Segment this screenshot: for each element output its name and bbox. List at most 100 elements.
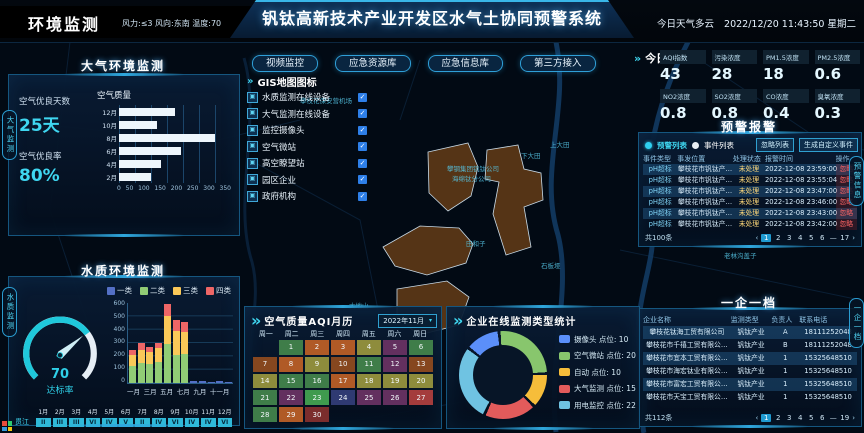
side-tab-air-monitor[interactable]: 大气监测: [2, 110, 17, 160]
alarm-row[interactable]: pH超标 攀枝花市钒钛产… 未处理 2022-12-08 23:46:00 忽略: [643, 197, 857, 208]
enterprise-row[interactable]: 攀枝花市宜本工贸有限公… 钒钛产业 1 15325648510: [643, 352, 857, 365]
next-page-icon[interactable]: ›: [852, 234, 855, 242]
cell-action[interactable]: 忽略: [835, 186, 857, 197]
gis-layer-item[interactable]: ▣ 园区企业 ✓: [247, 172, 367, 189]
top-button-3[interactable]: 应急信息库: [427, 55, 504, 72]
bar-category-label: 2月: [106, 173, 117, 182]
river-grade-cell: IV: [201, 417, 216, 427]
cell: 钒钛产业: [737, 328, 765, 336]
bar-segment: [128, 355, 136, 366]
cell-action[interactable]: 忽略: [835, 197, 857, 208]
custom-event-button[interactable]: 生成自定义事件: [799, 138, 858, 152]
layer-checkbox[interactable]: ✓: [358, 158, 367, 168]
top-button-1[interactable]: 视频监控: [252, 55, 319, 72]
alarm-row[interactable]: pH超标 攀枝花市钒钛产… 未处理 2022-12-08 23:59:00 忽略: [643, 164, 857, 175]
page-number[interactable]: —: [829, 234, 837, 242]
legend-swatch: [559, 351, 570, 360]
page-number[interactable]: 6: [820, 234, 825, 242]
gis-layer-item[interactable]: ▣ 大气监测在线设备 ✓: [247, 106, 367, 123]
enterprise-row[interactable]: 攀枝花钛海工贸有限公司 钒钛产业 A 18111252048: [643, 326, 857, 339]
page-number[interactable]: 2: [776, 414, 781, 422]
gis-layer-item[interactable]: ▣ 水质监测在线设备 ✓: [247, 89, 367, 106]
water-x-axis: 一月 三月 五月 七月 九月 十一月: [127, 386, 233, 396]
page-number[interactable]: 1: [761, 234, 772, 242]
page-number[interactable]: 6: [820, 414, 825, 422]
layer-checkbox[interactable]: ✓: [358, 191, 367, 201]
prev-page-icon[interactable]: ‹: [755, 414, 759, 422]
top-button-2[interactable]: 应急资源库: [335, 55, 411, 72]
bar-segment: [146, 364, 154, 383]
stat-label: 污染浓度: [711, 50, 757, 64]
page-number[interactable]: 4: [798, 234, 803, 242]
enterprise-row[interactable]: 攀枝花市天宝工贸有限公… 钒钛产业 1 15325648510: [643, 391, 857, 404]
legend-swatch: [559, 401, 570, 410]
alarm-table-rows: pH超标 攀枝花市钒钛产… 未处理 2022-12-08 23:59:00 忽略 pH超标…: [643, 164, 857, 230]
air-stat: NO2浓度 0.8: [660, 89, 706, 122]
river-month-labels: 1月 2月 3月 4月 5月 6月 7月 8月 9月 10月 11月 12月: [35, 407, 233, 416]
stat-value: 18: [763, 65, 784, 83]
prev-page-icon[interactable]: ‹: [755, 234, 759, 242]
alarm-row[interactable]: pH超标 攀枝花市钒钛产… 未处理 2022-12-08 23:47:00 忽略: [643, 186, 857, 197]
stacked-bar: [155, 343, 163, 383]
enterprise-row[interactable]: 攀枝花市海宏钛业有限公… 钒钛产业 1 15325648510: [643, 365, 857, 378]
taskbar-app-icon[interactable]: [2, 421, 12, 431]
layer-checkbox[interactable]: ✓: [358, 142, 367, 152]
layer-checkbox[interactable]: ✓: [358, 109, 367, 119]
air-good-stats: 空气优良天数 25天 空气优良率 80%: [19, 95, 95, 200]
gis-layer-item[interactable]: ▣ 空气微站 ✓: [247, 139, 367, 156]
layer-checkbox[interactable]: ✓: [358, 125, 367, 135]
page-number[interactable]: 5: [809, 414, 814, 422]
alarm-row[interactable]: pH超标 攀枝花市钒钛产… 未处理 2022-12-08 23:55:04 忽略: [643, 175, 857, 186]
gis-layer-item[interactable]: ▣ 高空瞭望站 ✓: [247, 155, 367, 172]
bar-segment: [146, 347, 154, 353]
stat-value: 0.8: [711, 104, 739, 122]
page-number[interactable]: 3: [787, 414, 792, 422]
gis-layer-item[interactable]: ▣ 政府机构 ✓: [247, 188, 367, 205]
layer-checkbox[interactable]: ✓: [358, 92, 367, 102]
page-number[interactable]: 5: [809, 234, 814, 242]
enterprise-row[interactable]: 攀枝花市富宏工贸有限公… 钒钛产业 1 15325648510: [643, 378, 857, 391]
next-page-icon[interactable]: ›: [852, 414, 855, 422]
radio-selected-icon[interactable]: [645, 141, 652, 149]
river-month: 2月: [54, 409, 65, 416]
cell-action[interactable]: 忽略: [835, 219, 857, 230]
radio-unselected-icon[interactable]: [692, 141, 699, 149]
side-tab-alert-info[interactable]: 预警信息: [849, 156, 864, 206]
air-bar-row: 6月: [97, 144, 231, 157]
tab-event-list[interactable]: 事件列表: [704, 140, 734, 150]
cell-action[interactable]: 忽略: [835, 164, 857, 175]
tab-warning-list[interactable]: 预警列表: [657, 140, 687, 150]
air-bar-row: 12月: [97, 105, 231, 118]
cell: 15325648510: [804, 354, 852, 362]
page-number[interactable]: 19: [840, 414, 850, 422]
month-select[interactable]: 2022年11月 ▾: [378, 313, 437, 328]
ignore-list-button[interactable]: 忽略列表: [756, 138, 794, 152]
page-number[interactable]: —: [829, 414, 837, 422]
y-tick: 0: [121, 376, 125, 384]
river-grade-cell: IV: [102, 417, 117, 427]
cell-action[interactable]: 忽略: [835, 208, 857, 219]
alarm-row[interactable]: pH超标 攀枝花市钒钛产… 未处理 2022-12-08 23:42:00 忽略: [643, 219, 857, 230]
cell-action[interactable]: 忽略: [835, 175, 857, 186]
page-number[interactable]: 1: [761, 414, 772, 422]
top-button-4[interactable]: 第三方接入: [520, 55, 596, 72]
page-number[interactable]: 4: [798, 414, 803, 422]
page-number[interactable]: 3: [787, 234, 792, 242]
legend-label: 空气微站 点位: 20: [574, 351, 636, 361]
record-count: 共112条: [645, 414, 673, 422]
gauge-arc: [23, 316, 97, 380]
gis-layer-item[interactable]: ▣ 监控摄像头 ✓: [247, 122, 367, 139]
layer-checkbox[interactable]: ✓: [358, 175, 367, 185]
layer-icon: ▣: [247, 124, 258, 136]
page-number[interactable]: 2: [776, 234, 781, 242]
enterprise-row[interactable]: 攀枝花市千禧工贸有限公… 钒钛产业 B 18111252048: [643, 339, 857, 352]
side-tab-water-monitor[interactable]: 水质监测: [2, 287, 17, 337]
air-quality-bar-chart: 空气质量 12月 10月 8月 6月 4月 2月 0 50 100 150 200 250 300 35…: [97, 89, 231, 192]
day-cell: 11: [357, 356, 381, 372]
axis-tick: 250: [186, 185, 199, 192]
page-number[interactable]: 17: [840, 234, 850, 242]
cell-time: 2022-12-08 23:46:00: [764, 198, 838, 206]
day-cell: 15: [279, 373, 303, 389]
alarm-row[interactable]: pH超标 攀枝花市钒钛产… 未处理 2022-12-08 23:43:00 忽略: [643, 208, 857, 219]
